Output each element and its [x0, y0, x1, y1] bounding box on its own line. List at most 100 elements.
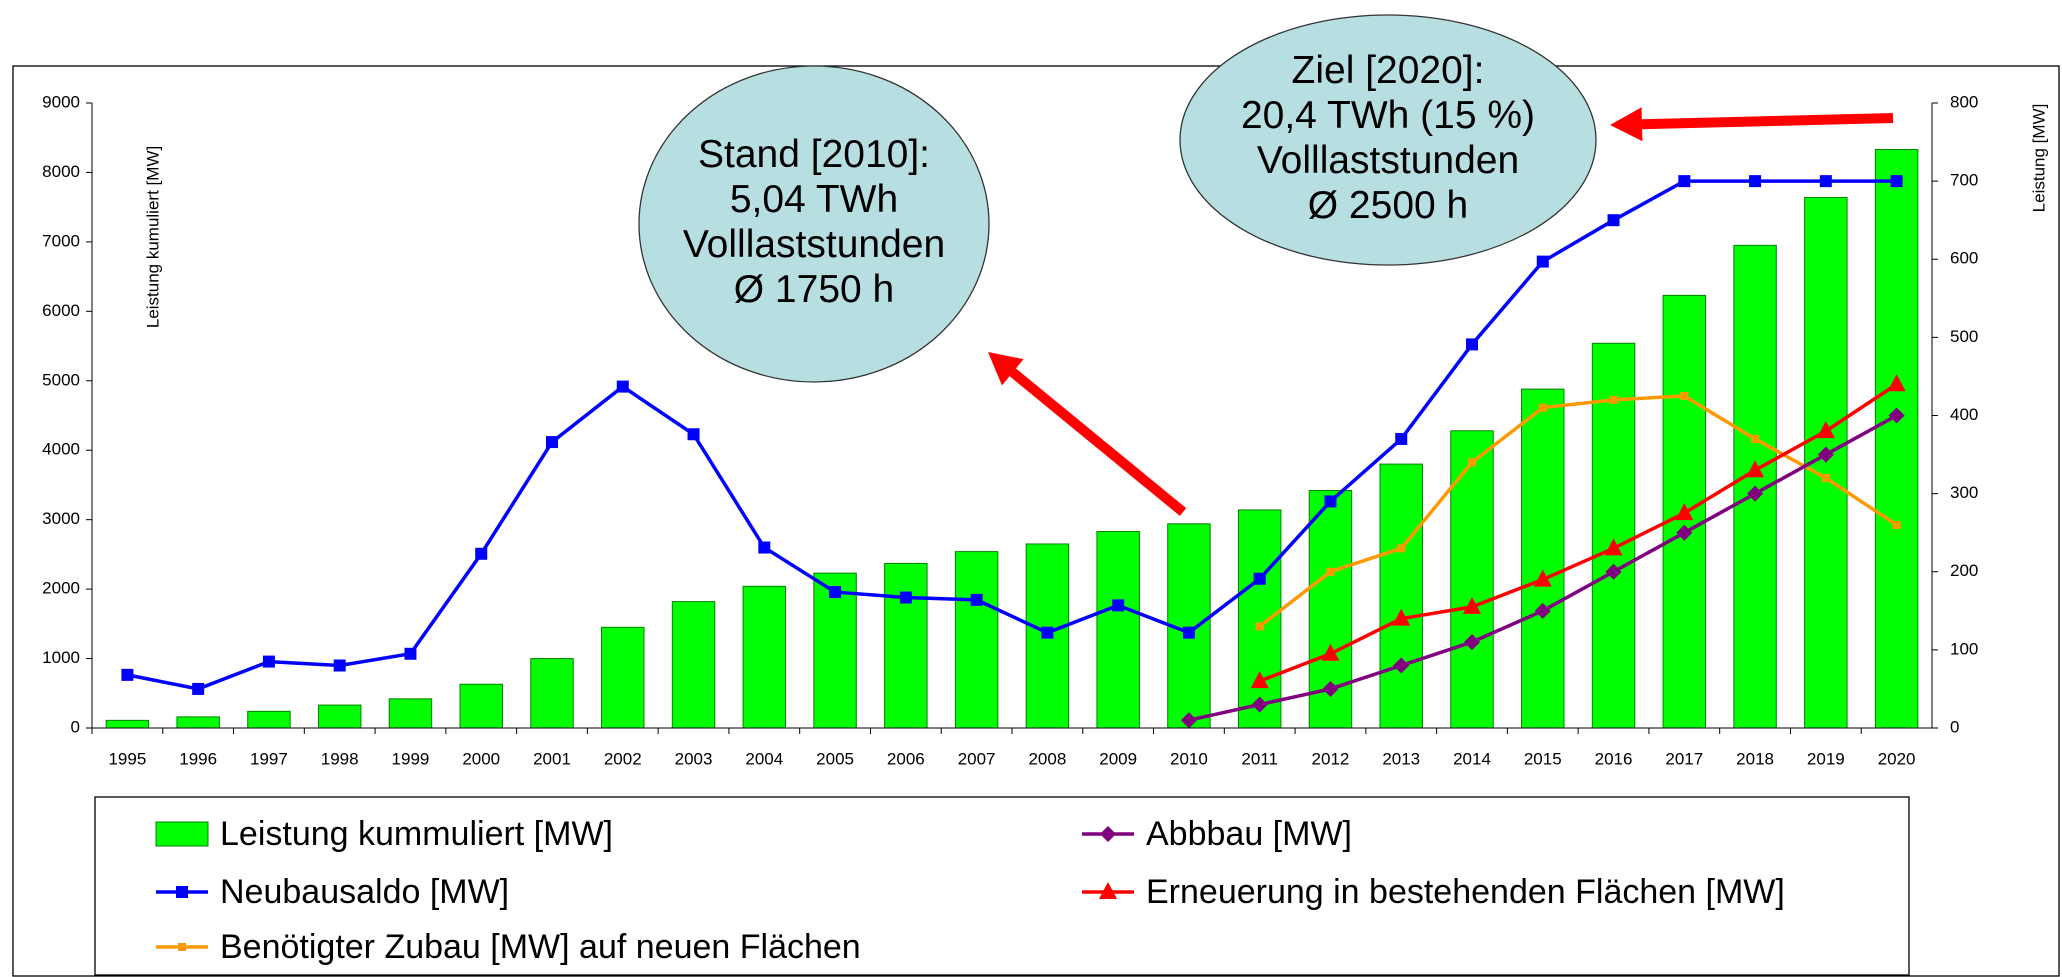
annotation-text: Ø 1750 h — [734, 268, 894, 311]
marker — [1747, 485, 1764, 502]
marker — [1821, 474, 1830, 482]
marker — [1680, 391, 1689, 400]
marker — [1817, 446, 1834, 463]
x-tick-label: 2006 — [887, 749, 925, 768]
x-tick-label: 2007 — [958, 749, 996, 768]
annotation-text: Volllaststunden — [1257, 139, 1519, 182]
marker — [1746, 460, 1765, 478]
marker — [1100, 826, 1116, 842]
annotation-text: 5,04 TWh — [730, 178, 898, 221]
marker — [1321, 643, 1340, 661]
marker — [1255, 622, 1264, 631]
bar — [1874, 149, 1919, 729]
x-tick-label: 1999 — [392, 749, 430, 768]
y2-tick-label: 500 — [1950, 327, 1978, 346]
x-tick-label: 2005 — [816, 749, 854, 768]
x-tick-label: 2002 — [604, 749, 642, 768]
marker — [1892, 520, 1901, 529]
marker — [1463, 596, 1481, 614]
legend-swatch — [155, 821, 209, 847]
marker — [1890, 175, 1903, 188]
marker — [970, 593, 983, 606]
legend-label: Neubausaldo [MW] — [220, 873, 509, 911]
arrow-head — [988, 352, 1024, 386]
legend-label: Benötigter Zubau [MW] auf neuen Flächen — [220, 928, 861, 966]
marker — [1676, 524, 1693, 541]
x-tick-label: 2014 — [1453, 749, 1491, 768]
bar — [813, 572, 857, 729]
x-tick-label: 1998 — [321, 749, 359, 768]
marker — [1182, 626, 1195, 639]
annotation-text: Ziel [2020]: — [1292, 49, 1485, 92]
annotation-bubble — [1179, 14, 1597, 266]
bar — [742, 585, 787, 729]
marker — [333, 659, 346, 672]
bar — [317, 704, 362, 729]
legend-label: Erneuerung in bestehenden Flächen [MW] — [1146, 873, 1785, 911]
marker — [1468, 458, 1476, 467]
marker — [1041, 626, 1054, 639]
marker — [1816, 421, 1835, 439]
bar — [105, 719, 150, 729]
marker — [1112, 599, 1125, 612]
legend-item: Erneuerung in bestehenden Flächen [MW] — [1082, 873, 1785, 911]
chart-frame — [12, 65, 2060, 977]
x-tick-label: 2004 — [745, 749, 783, 768]
marker — [1466, 338, 1478, 351]
marker — [1887, 374, 1906, 392]
bar — [1521, 388, 1565, 729]
x-tick-label: 2000 — [462, 749, 500, 768]
bar — [1804, 196, 1848, 729]
marker — [1538, 403, 1547, 412]
x-tick-label: 2008 — [1028, 749, 1066, 768]
y2-tick-label: 700 — [1950, 171, 1978, 190]
x-tick-label: 2017 — [1665, 749, 1703, 768]
marker — [1751, 434, 1760, 443]
x-tick-label: 2018 — [1736, 749, 1774, 768]
marker — [404, 647, 417, 660]
y2-tick-label: 0 — [1950, 717, 1959, 736]
x-tick-label: 1997 — [250, 749, 288, 768]
marker — [176, 886, 188, 898]
marker — [1678, 175, 1691, 188]
x-tick-label: 2001 — [533, 749, 571, 768]
marker — [546, 436, 558, 449]
annotation-text: Volllaststunden — [683, 223, 945, 266]
line — [127, 179, 1897, 691]
y2-tick-label: 200 — [1950, 561, 1978, 580]
legend-item: Leistung kummuliert [MW] — [155, 815, 613, 853]
marker — [1605, 563, 1622, 580]
marker — [1819, 175, 1832, 188]
bar — [1096, 530, 1140, 729]
y-tick-label: 7000 — [42, 231, 80, 250]
bar — [388, 698, 433, 729]
y2-tick-label: 800 — [1950, 92, 1978, 111]
marker — [1464, 634, 1480, 651]
y-tick-label: 5000 — [42, 370, 80, 389]
y-axis-label: Leistung kumuliert [MW] — [143, 146, 162, 328]
marker — [121, 668, 134, 681]
bar — [954, 551, 999, 729]
annotation-bubble — [638, 65, 990, 383]
legend-box — [94, 796, 1910, 976]
marker — [687, 428, 700, 441]
marker — [1393, 657, 1410, 674]
x-tick-label: 1995 — [108, 749, 146, 768]
x-tick-label: 2012 — [1312, 749, 1350, 768]
marker — [1251, 696, 1268, 713]
y-tick-label: 2000 — [42, 579, 80, 598]
marker — [1099, 882, 1117, 899]
y2-axis-label: Leistung [MW] — [2029, 104, 2048, 213]
annotation-text: 20,4 TWh (15 %) — [1241, 94, 1535, 137]
marker — [262, 655, 275, 668]
marker — [1250, 671, 1269, 689]
y2-tick-label: 400 — [1950, 405, 1978, 424]
bar — [601, 626, 645, 729]
marker — [1392, 608, 1411, 626]
annotation-text: Ø 2500 h — [1308, 184, 1468, 227]
marker — [192, 682, 205, 695]
marker — [829, 586, 842, 599]
bar — [884, 562, 928, 729]
marker — [1888, 407, 1905, 424]
bar — [1379, 463, 1423, 729]
